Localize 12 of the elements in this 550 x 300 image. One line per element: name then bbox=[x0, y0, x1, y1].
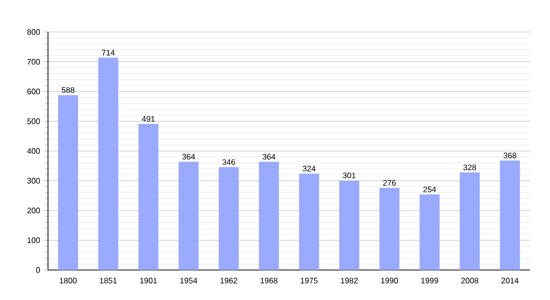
bar bbox=[178, 162, 199, 270]
bar bbox=[339, 180, 360, 270]
bar bbox=[58, 95, 78, 270]
bar bbox=[258, 162, 279, 270]
bar bbox=[379, 188, 400, 270]
bar bbox=[98, 58, 118, 270]
bar bbox=[299, 174, 320, 270]
bar bbox=[500, 160, 520, 270]
bar bbox=[460, 172, 480, 270]
bar bbox=[138, 124, 158, 270]
bar bbox=[218, 167, 239, 270]
bar bbox=[420, 194, 440, 270]
